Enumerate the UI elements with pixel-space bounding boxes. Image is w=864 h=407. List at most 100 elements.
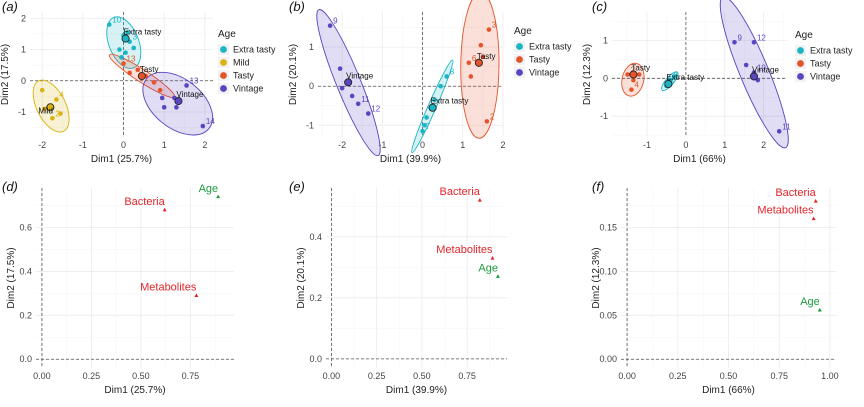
data-point [127,70,132,76]
x-tick-label: -1 [378,140,386,150]
x-tick-label: 1 [460,140,465,150]
group-mean-label: Tasty [140,65,159,74]
legend-label: Extra tasty [529,42,572,52]
data-point [480,54,486,60]
panel-label: (c) [592,0,607,14]
point-label: 11 [782,122,791,131]
data-point [121,61,126,66]
x-axis-label: Dim1 (25.7%) [91,154,152,165]
x-tick-label: 1 [722,140,727,150]
group-mean-label: Vintage [176,90,204,99]
variable-label: Age [800,296,820,308]
data-point [432,97,437,103]
data-point [751,40,757,45]
variable-point [194,293,199,297]
legend-label: Vintage [810,72,840,82]
point-label: 9 [333,17,338,26]
variable-point [162,207,167,212]
data-point [159,95,165,101]
data-point [484,119,490,124]
y-tick-label: 0.15 [599,223,617,233]
point-label: 11 [361,95,370,104]
data-point [123,50,128,55]
panel-f: (f) 0.00 0.25 0.50 0.75 1.00 0.00 0.05 0.10 0.15 D… [591,179,839,396]
legend-swatch [797,73,804,80]
x-tick-label: 2 [202,140,207,150]
legend-swatch [516,69,523,76]
point-label: 4 [634,81,639,90]
y-tick-label: -1 [306,120,314,130]
point-label: 4 [59,91,64,100]
x-tick-label: 2 [761,140,766,150]
data-point [117,47,122,52]
x-axis-label: Dim1 (39.9%) [386,385,447,396]
data-point [743,62,749,68]
variable-label: Bacteria [124,196,165,208]
point-label: 3 [492,21,497,30]
point-label: 2 [55,109,60,118]
point-label: 7 [426,122,431,131]
data-point [438,83,443,89]
group-mean-point [749,72,758,81]
y-tick-label: 0.05 [599,310,617,320]
group-mean-point [121,34,130,43]
data-point [119,55,124,60]
legend-title: Age [795,30,813,41]
x-tick-label: 0.00 [323,371,341,381]
variable-point [813,198,818,203]
legend-title: Age [514,26,532,37]
x-tick-label: 0.75 [182,371,200,381]
x-tick-label: 0.75 [458,371,476,381]
point-label: 12 [371,105,380,114]
y-tick-label: 0.6 [19,223,32,233]
data-point [636,72,642,77]
point-label: 13 [127,55,136,64]
point-label: 2 [631,66,636,75]
data-point [161,105,167,110]
y-axis-label: Dim2 (20.1%) [296,247,307,308]
x-axis-label: Dim1 (25.7%) [104,385,165,396]
variable-label: Bacteria [439,186,480,198]
data-point [184,83,189,88]
x-axis-label: Dim1 (66%) [673,154,726,165]
data-point [355,101,361,107]
data-point [466,60,472,66]
data-point [327,23,333,28]
panel-label: (d) [2,179,18,194]
legend-swatch [516,43,523,50]
panel-e: (e) 0.00 0.25 0.50 0.75 0.0 0.2 0.4 Dim1 (39.9%)… [289,179,507,396]
group-mean-point [664,79,673,89]
legend: Age Extra tasty Tasty Vintage [795,30,853,82]
x-tick-label: 0.25 [669,371,687,381]
data-point [486,27,492,32]
variable-point [811,216,816,221]
y-tick-label: 0.10 [599,266,617,276]
legend-swatch [220,46,227,53]
confidence-ellipse [106,16,142,69]
legend-label: Tasty [233,71,255,81]
group-mean-label: Vintage [752,65,780,74]
y-axis-label: Dim2 (12.3%) [591,247,602,308]
group-mean-label: Mild [38,106,53,115]
group-mean-label: Extra tasty [431,97,469,106]
data-point [420,128,425,134]
variable-label: Metabolites [436,244,493,256]
legend-label: Mild [233,58,250,68]
variable-label: Metabolites [757,205,814,217]
group-mean-point [137,72,146,81]
point-label: 10 [757,64,766,73]
data-point [125,30,130,35]
data-point [349,93,355,99]
x-tick-label: 0 [121,140,126,150]
data-point [131,45,136,51]
point-label: 10 [112,16,121,25]
x-tick-label: 0.25 [83,371,101,381]
x-tick-label: 0.00 [33,371,51,381]
point-label: 12 [757,33,766,42]
y-tick-label: 0.2 [309,293,322,303]
y-axis-label: Dim2 (12.3%) [582,44,593,105]
group-mean-point [428,103,437,112]
legend-label: Tasty [810,59,832,69]
data-point [135,67,141,73]
data-point [337,66,343,71]
